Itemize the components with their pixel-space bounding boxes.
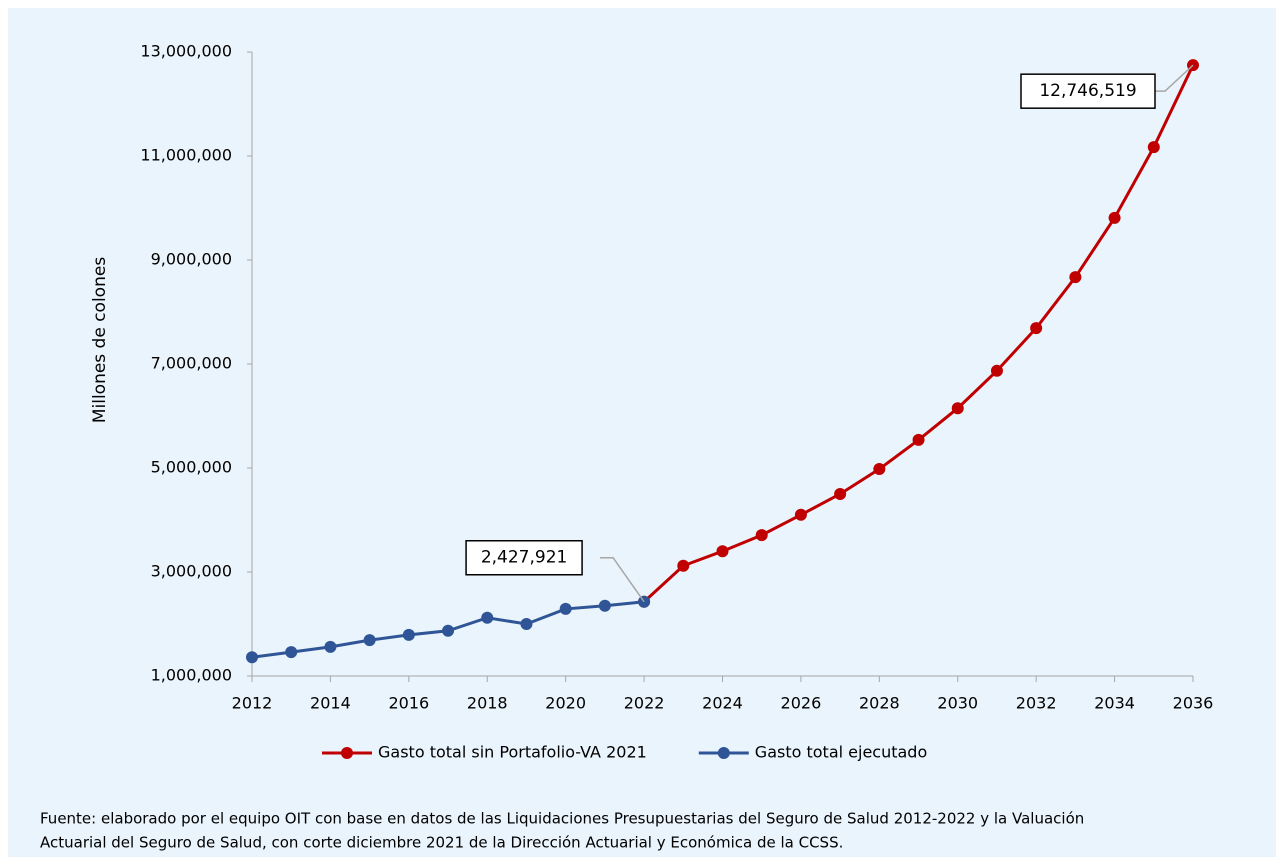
marker bbox=[834, 488, 847, 500]
marker bbox=[285, 646, 298, 659]
marker bbox=[912, 433, 925, 446]
x-tick-label: 2012 bbox=[232, 694, 273, 713]
leader-line bbox=[1155, 64, 1194, 92]
marker bbox=[794, 508, 807, 521]
marker bbox=[442, 624, 455, 637]
legend-label: Gasto total sin Portafolio-VA 2021 bbox=[378, 743, 647, 762]
leader-line bbox=[600, 556, 645, 603]
x-tick-label: 2028 bbox=[859, 694, 900, 713]
marker bbox=[990, 364, 1003, 377]
y-axis-label: Millones de colones bbox=[90, 257, 110, 423]
marker bbox=[1030, 322, 1043, 335]
legend-marker bbox=[341, 747, 353, 759]
marker bbox=[520, 618, 533, 630]
y-tick-label: 13,000,000 bbox=[140, 42, 232, 61]
marker bbox=[951, 402, 964, 415]
background bbox=[8, 8, 1276, 857]
source: Actuarial del Seguro de Salud, con corte… bbox=[40, 834, 843, 852]
legend-label: Gasto total ejecutado bbox=[755, 743, 927, 762]
x-tick-label: 2026 bbox=[781, 694, 822, 713]
y-tick-label: 11,000,000 bbox=[140, 146, 232, 165]
marker bbox=[755, 529, 768, 542]
x-tick-label: 2024 bbox=[702, 694, 743, 713]
x-tick-label: 2018 bbox=[467, 694, 508, 713]
y-tick-label: 5,000,000 bbox=[151, 458, 232, 477]
data-label: 2,427,921 bbox=[481, 548, 568, 568]
marker bbox=[363, 634, 376, 647]
x-tick-label: 2032 bbox=[1016, 694, 1057, 713]
marker bbox=[716, 545, 729, 558]
x-tick-label: 2022 bbox=[624, 694, 665, 713]
label-box bbox=[465, 539, 583, 576]
x-tick-label: 2020 bbox=[545, 694, 586, 713]
marker bbox=[873, 463, 886, 476]
marker bbox=[677, 559, 690, 572]
x-tick-label: 2030 bbox=[937, 694, 978, 713]
source: Fuente: elaborado por el equipo OIT con … bbox=[40, 810, 1084, 828]
x-tick-label: 2016 bbox=[388, 694, 429, 713]
legend-marker bbox=[717, 747, 730, 759]
y-tick-label: 7,000,000 bbox=[151, 354, 232, 373]
y-tick-label: 1,000,000 bbox=[151, 666, 232, 685]
x-tick-label: 2034 bbox=[1094, 694, 1135, 713]
data-label: 12,746,519 bbox=[1039, 81, 1136, 101]
marker bbox=[559, 602, 572, 615]
marker bbox=[1108, 211, 1121, 224]
y-tick-label: 3,000,000 bbox=[151, 562, 232, 581]
marker bbox=[246, 651, 258, 664]
marker bbox=[402, 628, 415, 641]
marker bbox=[324, 640, 337, 653]
marker bbox=[598, 599, 611, 612]
label-box bbox=[1020, 73, 1156, 109]
marker bbox=[1069, 271, 1082, 284]
x-tick-label: 2014 bbox=[310, 694, 351, 713]
x-tick-label: 2036 bbox=[1173, 694, 1214, 713]
marker bbox=[1147, 141, 1160, 154]
marker bbox=[481, 611, 494, 624]
y-tick-label: 9,000,000 bbox=[151, 250, 232, 269]
